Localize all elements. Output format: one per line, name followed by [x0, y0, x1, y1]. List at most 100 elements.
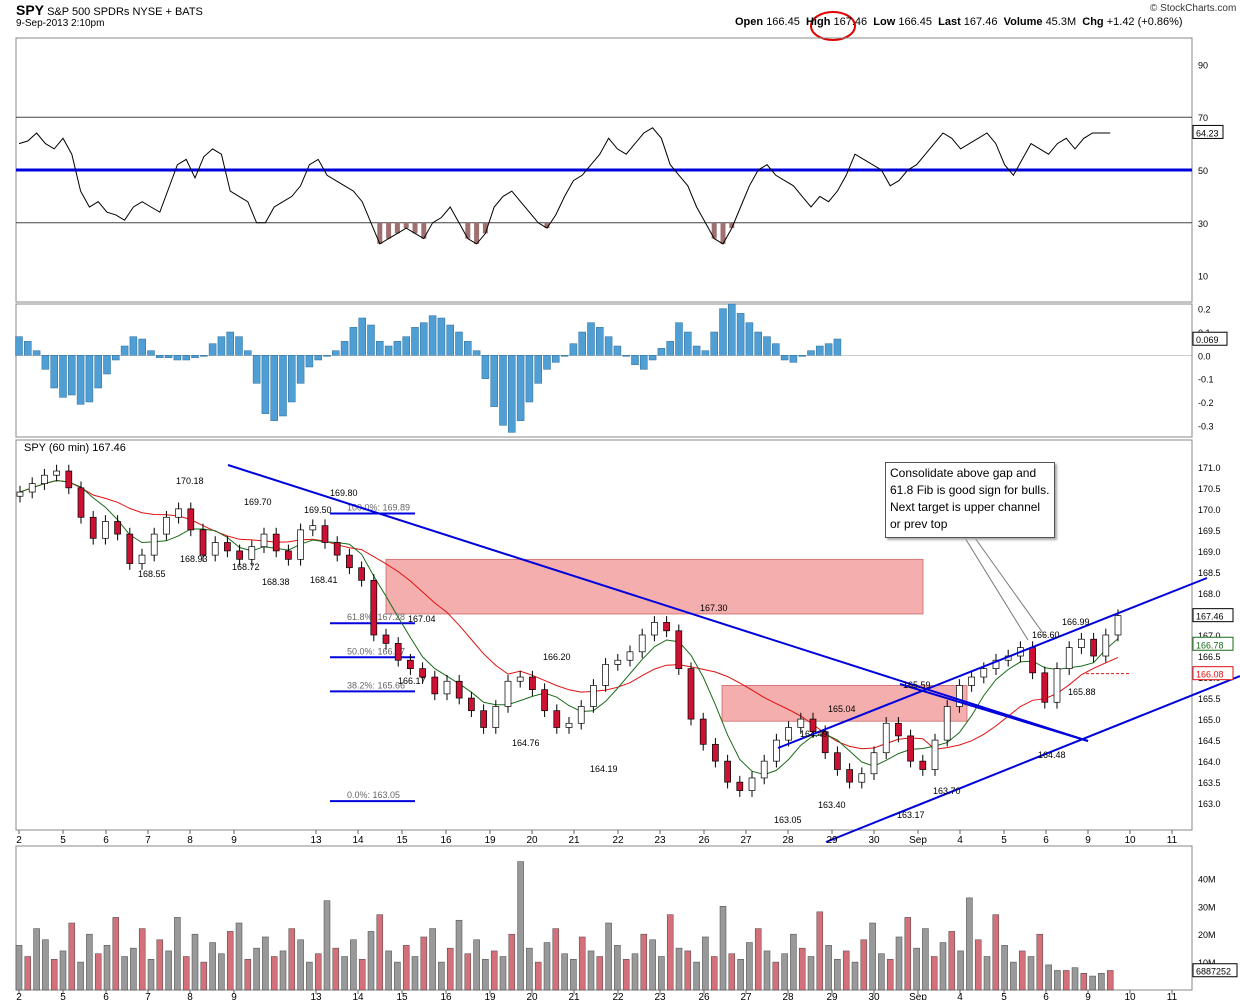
candle-down [77, 487, 85, 518]
rsi-tick-label: 10 [1198, 272, 1208, 282]
x-axis-label: 10 [1124, 992, 1136, 1000]
x-axis-label: 30 [868, 835, 880, 846]
volume-bar [218, 953, 225, 991]
volume-bar [1080, 973, 1088, 991]
histogram-tick-label: 0.0 [1198, 351, 1211, 361]
price-annotation-label: 168.72 [232, 562, 260, 572]
volume-bar [675, 947, 683, 991]
x-axis-label: 4 [957, 835, 963, 846]
volume-bar [112, 917, 120, 991]
histogram-bar [798, 355, 806, 357]
x-axis-label: 19 [484, 835, 496, 846]
candle-down [712, 743, 719, 762]
volume-tick-label: 40M [1198, 874, 1216, 884]
volume-bar [455, 919, 463, 991]
histogram-bar [657, 348, 666, 356]
price-tick-label: 169.0 [1198, 547, 1221, 557]
histogram-tick-label: -0.2 [1198, 398, 1214, 408]
histogram-bar [15, 336, 23, 356]
price-annotation-label: 168.41 [310, 575, 338, 585]
volume-bar [526, 947, 533, 991]
volume-bar [33, 928, 40, 991]
price-tick-label: 165.5 [1198, 694, 1221, 704]
price-annotation-label: 164.48 [1038, 750, 1066, 760]
candle-up [492, 706, 500, 728]
histogram-bar [596, 327, 604, 356]
volume-bar [376, 914, 384, 991]
candle-down [333, 542, 341, 556]
price-legend: SPY (60 min) 167.46 [24, 442, 126, 454]
volume-bar [649, 939, 656, 991]
candle-up [651, 622, 658, 636]
volume-bar [358, 959, 366, 991]
histogram-bar [173, 355, 182, 361]
volume-last-value-box [1192, 963, 1238, 978]
volume-bar [15, 945, 23, 991]
volume-bar [860, 939, 868, 991]
candle-up [797, 718, 805, 728]
histogram-bar [402, 336, 410, 356]
histogram-bar [578, 331, 586, 356]
candle-up [626, 651, 634, 661]
volume-bar [42, 939, 49, 991]
price-annotation-label: 163.17 [897, 810, 925, 820]
x-axis-label: Sep [909, 835, 927, 846]
volume-bar [719, 906, 727, 991]
candle-up [211, 542, 219, 556]
price-annotation-label: 163.40 [818, 800, 846, 810]
price-annotation-label: 166.99 [1062, 617, 1090, 627]
histogram-bar [464, 341, 472, 356]
panel-frame-price [15, 439, 1193, 831]
histogram-bar [279, 355, 287, 417]
histogram-bar [129, 336, 138, 356]
volume-bar [816, 911, 824, 991]
volume-bar [772, 961, 780, 991]
volume-bar [957, 950, 964, 991]
volume-bar [121, 956, 128, 991]
x-axis-label: 14 [352, 835, 364, 846]
price-tick-label: 170.5 [1198, 484, 1221, 494]
volume-bar [200, 961, 208, 991]
annotation-callout: Consolidate above gap and 61.8 Fib is go… [885, 462, 1055, 538]
volume-last-value-label: 6887252 [1196, 967, 1231, 977]
histogram-bar [288, 355, 296, 403]
price-annotation-label: 165.88 [1068, 687, 1096, 697]
histogram-bar [314, 355, 322, 361]
volume-bar [402, 945, 410, 991]
candle-up [614, 659, 622, 665]
last-price-label: 167.46 [1196, 612, 1224, 622]
volume-bar [279, 950, 287, 991]
histogram-tick-label: -0.3 [1198, 421, 1214, 431]
volume-bar [429, 928, 436, 991]
histogram-bar [648, 355, 657, 361]
candle-down [1041, 672, 1049, 703]
histogram-bar [358, 317, 366, 356]
candle-up [1078, 638, 1085, 648]
histogram-bar [772, 343, 780, 356]
volume-bar [50, 959, 58, 991]
candle-up [1065, 647, 1073, 669]
candle-up [53, 470, 60, 476]
volume-bar [297, 939, 304, 991]
histogram-bar [508, 355, 516, 433]
volume-bar [314, 953, 322, 991]
histogram-bar [631, 355, 639, 365]
change-value: +1.42 (+0.86%) [1106, 16, 1183, 28]
candle-up [150, 533, 158, 556]
x-axis-label: 15 [396, 835, 408, 846]
histogram-bar [833, 338, 842, 356]
volume-bar [737, 959, 744, 991]
candle-up [992, 659, 1000, 669]
price-annotation-label: 169.70 [244, 497, 272, 507]
candle-up [748, 777, 756, 791]
candle-up [260, 533, 268, 548]
volume-bar [728, 953, 736, 991]
histogram-bar [41, 355, 50, 370]
price-annotation-label: 164.76 [512, 738, 540, 748]
candle-down [834, 752, 841, 770]
candle-up [760, 760, 768, 779]
volume-bar [350, 939, 357, 991]
candle-down [321, 525, 329, 543]
volume-bar [385, 950, 392, 991]
histogram-bar [103, 355, 111, 375]
